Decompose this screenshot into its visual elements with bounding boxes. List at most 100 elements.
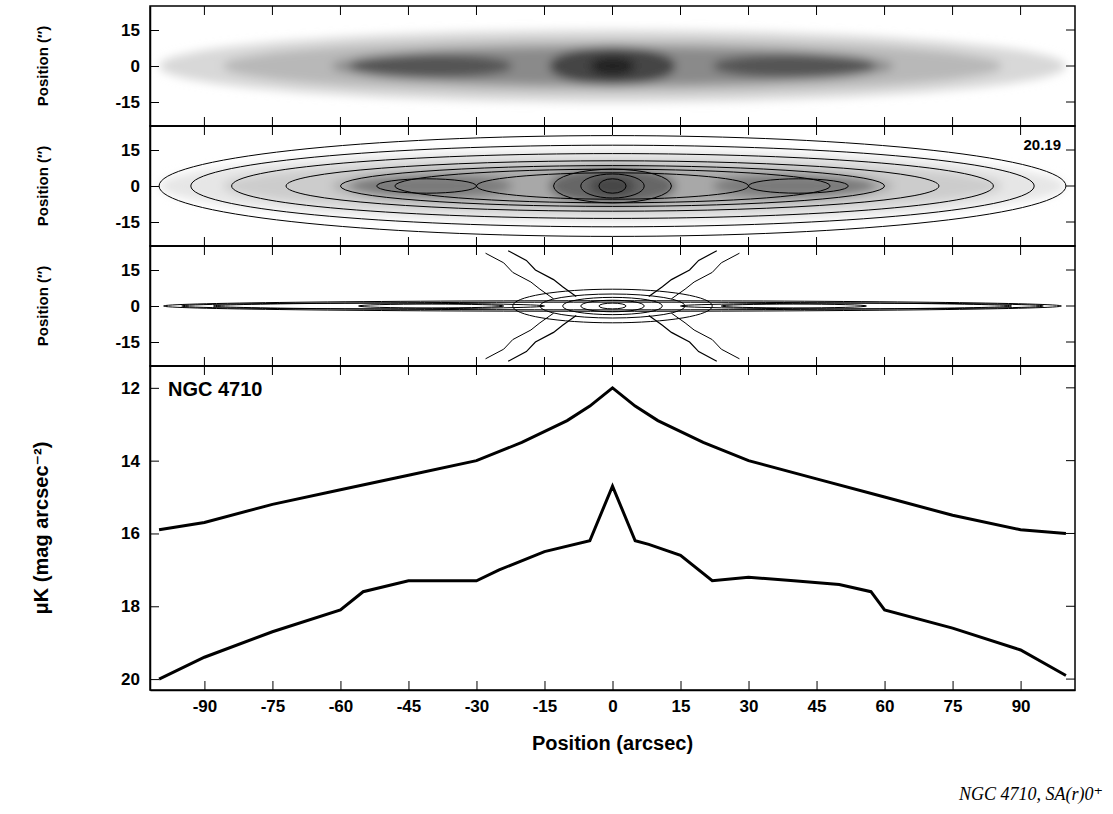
frame [150,6,1075,126]
y-tick: 20 [121,670,159,689]
x-tick-mark [544,126,545,135]
x-tick-label: 0 [608,697,617,716]
x-tick-mark [476,366,477,375]
y-tick-label: 16 [121,524,140,543]
x-tick-mark [204,366,205,375]
image-blob [159,30,1066,102]
contour [749,179,849,193]
galaxy-image [159,150,1066,222]
x-ticks-top [204,6,1020,15]
x-tick-mark [340,237,341,246]
y-ticks-right [1066,270,1075,342]
y-tick-mark [150,186,159,187]
x-tick-mark [884,246,885,255]
x-tick-mark [816,117,817,126]
x-tick-mark [884,357,885,366]
y-tick-label: 0 [131,297,140,316]
x-tick-mark [272,366,273,375]
x-tick-mark [952,246,953,255]
y-tick-label: 15 [121,141,140,160]
contour [191,145,1034,227]
x-tick-mark [476,246,477,255]
x-tick-label: 45 [808,697,827,716]
y-tick-mark [1066,150,1075,151]
contour [540,294,685,318]
contour [599,303,626,309]
x-tick-mark [952,6,953,15]
x-tick-mark [1020,117,1021,126]
x-tick-mark [340,126,341,135]
x-ticks-bottom [150,237,1075,246]
x-tick-mark [816,126,817,135]
x-tick-label: -90 [193,697,218,716]
x-tick-mark [748,117,749,126]
x-tick-mark [816,6,817,15]
x-tick-mark [816,357,817,366]
contour [159,136,1066,237]
x-tick-mark [817,681,818,690]
x-tick-mark [1020,357,1021,366]
y-tick-label: 15 [121,261,140,280]
x-tick: -30 [465,681,490,716]
contour [721,304,866,308]
x-tick-mark [476,237,477,246]
x-tick-mark [272,681,273,690]
y-tick-label: -15 [115,213,140,232]
x-tick-mark [408,246,409,255]
y-ticks-right [1066,30,1075,102]
contour [476,173,748,199]
x-arm [671,313,739,359]
x-tick: 60 [876,681,895,716]
y-tick: -15 [115,213,159,232]
x-tick-mark [748,6,749,15]
y-tick-mark [150,222,159,223]
x-tick-mark [1020,366,1021,375]
y-tick: 16 [121,524,159,543]
x-tick-mark [680,6,681,15]
x-tick-label: -60 [329,697,354,716]
x-arm [649,251,717,297]
profile-line [159,486,1066,679]
profile-line [159,388,1066,534]
image-blob [331,47,893,85]
x-tick-mark [884,366,885,375]
contour [395,169,830,203]
y-axis-title: Position (″) [34,146,51,227]
y-tick-label: -15 [115,93,140,112]
x-tick-mark [680,117,681,126]
image-blob [590,56,635,75]
x-tick-mark [340,357,341,366]
x-tick-mark [544,366,545,375]
x-tick-mark [408,126,409,135]
contour [377,179,477,193]
y-tick-mark [1066,460,1075,461]
panel: 150-15Position (″) [34,6,1075,127]
plot-area [159,136,1066,237]
y-axis-line [150,367,152,691]
y-tick-mark [1066,606,1075,607]
x-tick-label: -75 [261,697,286,716]
x-tick: 75 [944,681,963,716]
image-blob [590,176,635,195]
y-tick-mark [150,102,159,103]
x-arm [508,316,576,362]
y-tick-mark [1066,102,1075,103]
x-tick: -45 [397,681,422,716]
x-tick-mark [816,366,817,375]
x-tick-mark [748,237,749,246]
figure: 150-15Position (″)150-15Position (″)20.1… [0,0,1113,814]
x-tick-mark [204,117,205,126]
x-tick-mark [272,246,273,255]
image-blob [350,54,513,78]
y-tick-mark [150,270,159,271]
contour [513,289,713,323]
x-tick-label: 60 [876,697,895,716]
x-tick-mark [816,237,817,246]
y-tick-mark [150,66,159,67]
x-tick-mark [1020,246,1021,255]
y-tick: -15 [115,333,159,352]
x-tick-mark [612,246,613,255]
x-tick-mark [1021,681,1022,690]
x-tick-mark [1020,126,1021,135]
panel: 150-15Position (″)20.19 [34,126,1075,247]
